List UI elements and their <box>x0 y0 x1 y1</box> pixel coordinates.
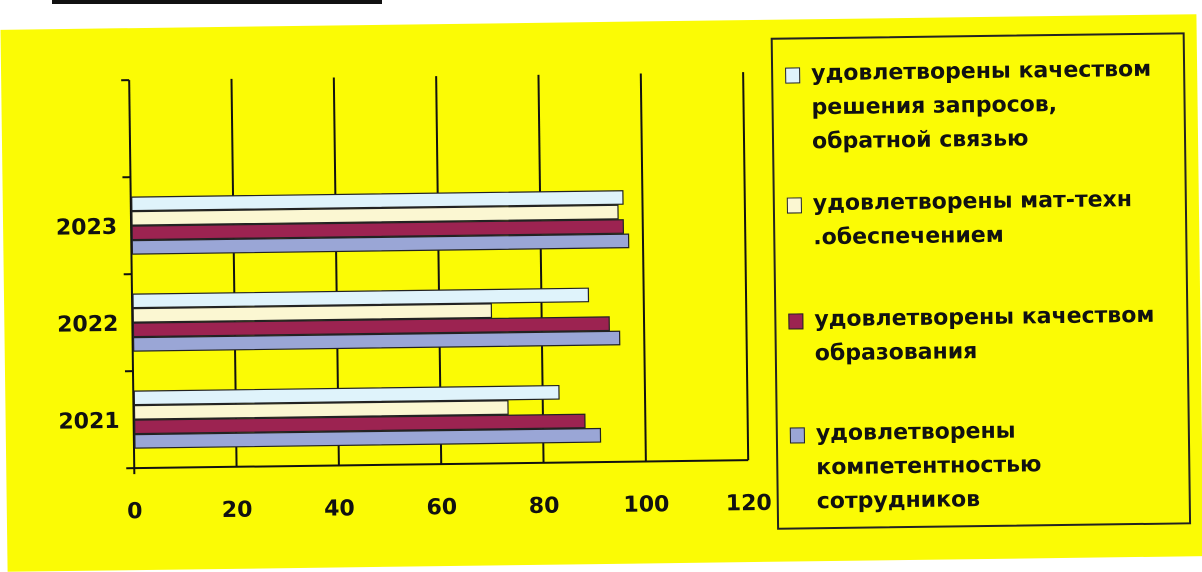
legend-item-feedback: удовлетворены качеством решения запросов… <box>785 52 1180 57</box>
legend-swatch-staff <box>790 427 805 443</box>
legend-label-feedback: удовлетворены качеством решения запросов… <box>811 52 1182 159</box>
bar-2022-series-1 <box>133 288 589 307</box>
x-tick-label: 100 <box>623 492 669 518</box>
legend: удовлетворены качеством решения запросов… <box>771 32 1191 529</box>
gridline <box>743 72 748 460</box>
x-tick-label: 60 <box>426 495 457 520</box>
chart-panel: 0 20 40 60 80 100 120 2021 2022 2023 удовлетворен… <box>1 14 1202 572</box>
page-top-underline <box>52 0 382 4</box>
plot-area: 0 20 40 60 80 100 120 2021 2022 2023 <box>1 20 778 572</box>
x-tick-label: 0 <box>127 499 143 524</box>
legend-swatch-equipment <box>787 197 802 213</box>
x-tick-label: 80 <box>529 494 560 519</box>
y-axis-line <box>129 80 134 474</box>
x-tick-label: 40 <box>324 496 355 521</box>
legend-item-education: удовлетворены качеством образования <box>788 298 1183 303</box>
legend-item-equipment: удовлетворены мат-техн .обеспечением <box>787 182 1182 187</box>
legend-label-equipment: удовлетворены мат-техн .обеспечением <box>813 182 1184 255</box>
y-tick-label: 2023 <box>56 215 118 241</box>
y-tick-label: 2021 <box>58 409 120 435</box>
x-tick-label: 120 <box>726 491 772 517</box>
legend-label-education: удовлетворены качеством образования <box>814 298 1185 371</box>
gridline <box>641 73 646 461</box>
legend-label-staff: удовлетворены компетентностью сотруднико… <box>816 412 1187 519</box>
y-tick-label: 2022 <box>57 312 119 338</box>
legend-swatch-education <box>788 313 803 329</box>
legend-swatch-feedback <box>785 67 800 83</box>
x-tick-label: 20 <box>222 498 253 523</box>
gridline <box>538 75 543 463</box>
legend-item-staff: удовлетворены компетентностью сотруднико… <box>790 412 1185 417</box>
